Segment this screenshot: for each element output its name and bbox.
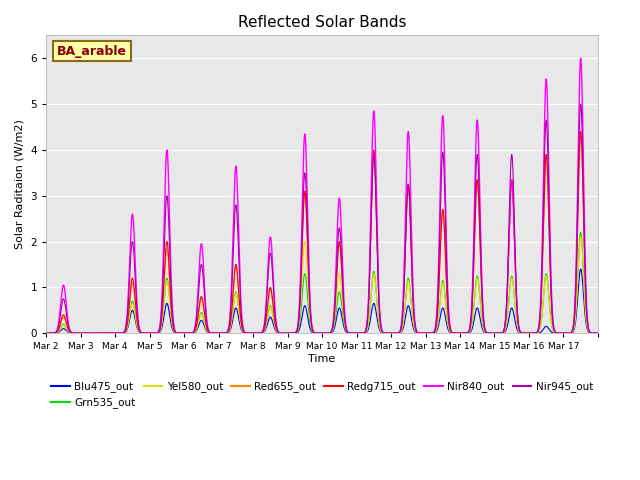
- Nir945_out: [343, 327, 351, 333]
- Redg715_out: [594, 330, 602, 336]
- Blu475_out: [94, 330, 102, 336]
- Nir945_out: [577, 101, 584, 107]
- Redg715_out: [474, 177, 481, 183]
- Yel580_out: [594, 330, 602, 336]
- Nir945_out: [515, 324, 523, 329]
- Redg715_out: [157, 323, 164, 329]
- Yel580_out: [372, 289, 380, 295]
- Redg715_out: [500, 325, 508, 331]
- Redg715_out: [94, 330, 102, 336]
- Grn535_out: [42, 330, 50, 336]
- Grn535_out: [94, 330, 102, 336]
- Nir840_out: [42, 330, 50, 336]
- Blu475_out: [500, 329, 508, 335]
- Nir945_out: [157, 319, 164, 325]
- Nir945_out: [500, 324, 508, 330]
- Nir840_out: [372, 176, 380, 181]
- Red655_out: [594, 330, 602, 336]
- Red655_out: [500, 325, 508, 331]
- Red655_out: [42, 330, 50, 336]
- Blu475_out: [343, 329, 351, 335]
- Nir840_out: [94, 330, 102, 336]
- Blu475_out: [42, 330, 50, 336]
- Blu475_out: [577, 266, 584, 272]
- Yel580_out: [474, 276, 481, 281]
- Y-axis label: Solar Raditaion (W/m2): Solar Raditaion (W/m2): [15, 120, 25, 249]
- Blu475_out: [372, 310, 380, 315]
- Legend: Blu475_out, Grn535_out, Yel580_out, Red655_out, Redg715_out, Nir840_out, Nir945_: Blu475_out, Grn535_out, Yel580_out, Red6…: [47, 377, 597, 412]
- Blu475_out: [474, 305, 481, 311]
- Yel580_out: [500, 328, 508, 334]
- Yel580_out: [577, 234, 584, 240]
- Line: Redg715_out: Redg715_out: [46, 132, 598, 333]
- Grn535_out: [515, 328, 523, 334]
- Blu475_out: [157, 328, 164, 334]
- X-axis label: Time: Time: [308, 354, 336, 364]
- Nir945_out: [372, 206, 380, 212]
- Nir945_out: [42, 330, 50, 336]
- Nir945_out: [94, 330, 102, 336]
- Redg715_out: [577, 129, 584, 134]
- Yel580_out: [515, 328, 523, 334]
- Grn535_out: [343, 329, 351, 335]
- Red655_out: [343, 327, 351, 333]
- Line: Nir945_out: Nir945_out: [46, 104, 598, 333]
- Grn535_out: [594, 330, 602, 336]
- Nir840_out: [500, 325, 508, 331]
- Red655_out: [157, 324, 164, 329]
- Red655_out: [94, 330, 102, 336]
- Line: Blu475_out: Blu475_out: [46, 269, 598, 333]
- Yel580_out: [343, 328, 351, 334]
- Line: Grn535_out: Grn535_out: [46, 232, 598, 333]
- Nir840_out: [515, 324, 523, 330]
- Nir840_out: [343, 326, 351, 332]
- Line: Nir840_out: Nir840_out: [46, 58, 598, 333]
- Nir840_out: [157, 316, 164, 322]
- Yel580_out: [94, 330, 102, 336]
- Nir840_out: [594, 330, 602, 336]
- Red655_out: [577, 131, 584, 137]
- Red655_out: [474, 180, 481, 185]
- Grn535_out: [474, 273, 481, 279]
- Grn535_out: [157, 326, 164, 332]
- Yel580_out: [157, 326, 164, 332]
- Text: BA_arable: BA_arable: [57, 45, 127, 58]
- Grn535_out: [577, 229, 584, 235]
- Nir945_out: [474, 152, 481, 158]
- Yel580_out: [42, 330, 50, 336]
- Nir840_out: [474, 118, 481, 124]
- Line: Red655_out: Red655_out: [46, 134, 598, 333]
- Blu475_out: [594, 330, 602, 336]
- Grn535_out: [372, 287, 380, 293]
- Title: Reflected Solar Bands: Reflected Solar Bands: [238, 15, 406, 30]
- Redg715_out: [372, 203, 380, 208]
- Redg715_out: [515, 324, 523, 330]
- Nir840_out: [577, 55, 584, 61]
- Blu475_out: [515, 329, 523, 335]
- Redg715_out: [42, 330, 50, 336]
- Nir945_out: [594, 330, 602, 336]
- Red655_out: [515, 324, 523, 330]
- Grn535_out: [500, 328, 508, 334]
- Redg715_out: [343, 327, 351, 333]
- Red655_out: [372, 204, 380, 210]
- Line: Yel580_out: Yel580_out: [46, 237, 598, 333]
